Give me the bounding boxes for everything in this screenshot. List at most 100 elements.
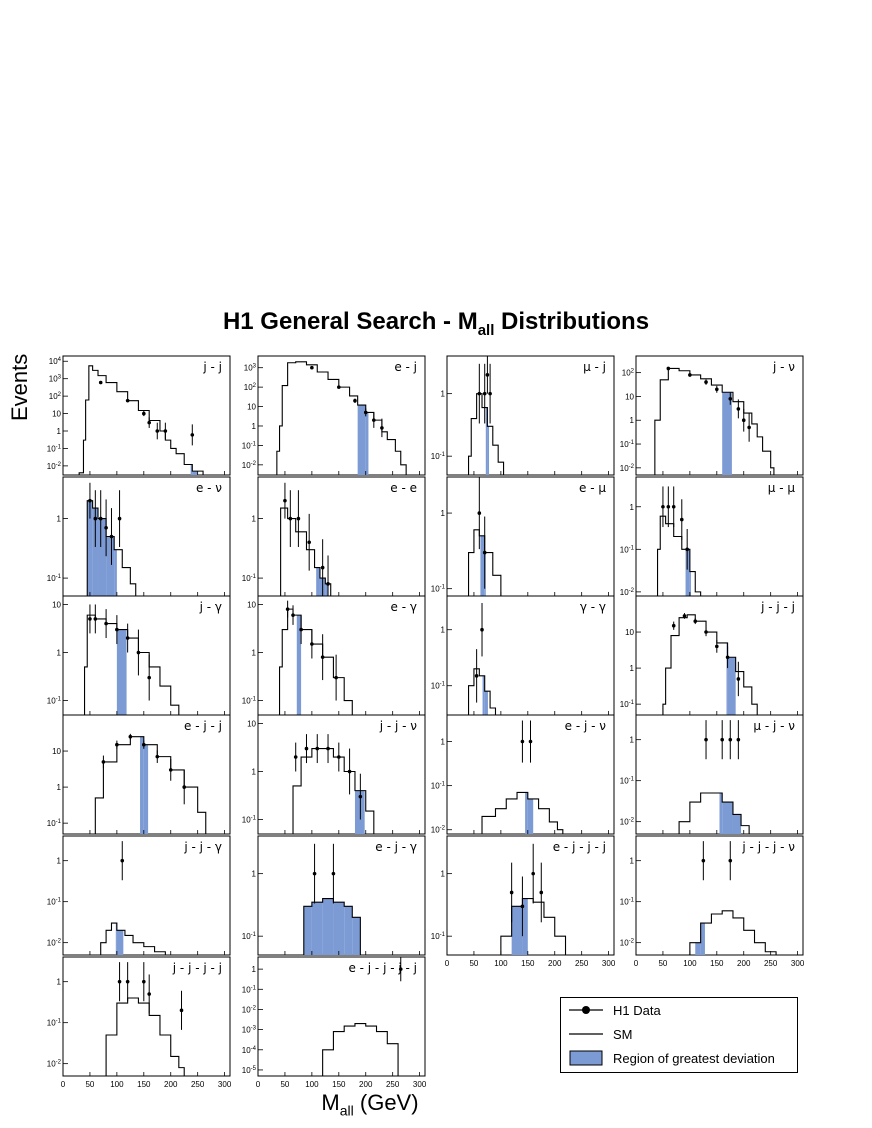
y-tick-label: 103	[49, 375, 62, 384]
data-point	[685, 547, 689, 552]
y-tick-label: 10-1	[242, 441, 257, 450]
region-bin	[726, 642, 728, 715]
region-bin	[140, 736, 144, 834]
data-point	[666, 366, 671, 371]
region-bin	[92, 508, 99, 596]
data-point	[296, 516, 301, 521]
y-tick-label: 1	[57, 427, 62, 436]
channel-label-γ-γ: γ - γ	[580, 600, 606, 614]
y-tick-label: 10-1	[242, 697, 257, 706]
x-tick-label: 50	[85, 1080, 94, 1089]
region-bin	[722, 802, 733, 834]
y-tick-label: 10	[247, 600, 256, 609]
panel-frame	[257, 956, 426, 1077]
sm-line-icon	[569, 1033, 603, 1035]
region-bin	[322, 898, 334, 955]
region-bin	[333, 902, 345, 955]
region-bin	[689, 571, 691, 596]
data-point	[331, 871, 336, 876]
legend-entry-region: Region of greatest deviation	[561, 1048, 797, 1068]
y-tick-label: 1	[252, 767, 257, 776]
data-point	[136, 650, 141, 655]
region-bin	[316, 567, 320, 596]
channel-label-e-j-j-j-j: e - j - j - j - j	[348, 961, 417, 975]
data-point	[285, 607, 290, 611]
data-point	[679, 517, 684, 522]
y-tick-label: 1	[57, 857, 62, 866]
channel-label-e-e: e - e	[390, 481, 417, 495]
data-point	[715, 644, 719, 649]
channel-label-e-ν: e - ν	[196, 481, 222, 495]
data-point	[528, 739, 533, 744]
data-point	[190, 433, 195, 437]
data-point	[147, 420, 151, 425]
panel-frame	[446, 595, 615, 716]
region-bin	[303, 906, 312, 955]
data-point	[520, 904, 525, 909]
channel-label-e-j-j: e - j - j	[184, 719, 222, 733]
channel-label-e-j-j-j: e - j - j - j	[553, 840, 606, 854]
region-bin	[522, 898, 528, 955]
data-point	[101, 760, 106, 764]
data-point	[539, 890, 544, 895]
sm-histogram	[463, 529, 505, 597]
x-tick-label: 0	[61, 1080, 66, 1089]
channel-label-e-j: e - j	[394, 360, 417, 374]
data-point	[88, 498, 92, 503]
region-bin	[325, 583, 329, 596]
data-marker-icon	[569, 1006, 603, 1014]
y-tick-label: 10-2	[431, 826, 446, 835]
region-bin	[695, 942, 701, 955]
x-tick-label: 150	[332, 1080, 346, 1089]
y-tick-label: 10	[625, 628, 634, 637]
sm-histogram	[78, 365, 207, 476]
x-tick-label: 0	[634, 959, 639, 968]
channel-label-e-γ: e - γ	[391, 600, 417, 614]
x-tick-label: 100	[683, 959, 697, 968]
y-tick-label: 10	[247, 719, 256, 728]
y-tick-label: 10-2	[242, 1005, 257, 1014]
region-bin	[727, 657, 736, 715]
y-tick-label: 102	[244, 383, 257, 392]
sm-histogram	[668, 792, 753, 835]
data-point	[485, 373, 490, 377]
panel-frame	[446, 476, 615, 597]
x-tick-label: 200	[359, 1080, 373, 1089]
channel-label-e-j-γ: e - j - γ	[375, 840, 417, 854]
y-tick-label: 10-2	[242, 461, 257, 470]
region-bin	[116, 629, 127, 715]
legend-entry-sm: SM	[561, 1024, 797, 1044]
region-bin	[114, 549, 117, 596]
sm-histogram	[95, 922, 169, 956]
y-tick-label: 102	[49, 392, 62, 401]
data-point	[482, 391, 487, 396]
y-tick-label: 1	[57, 648, 62, 657]
y-tick-label: 1	[57, 515, 62, 524]
data-point	[307, 540, 311, 545]
x-tick-label: 50	[469, 959, 478, 968]
x-tick-label: 150	[710, 959, 724, 968]
panel-frame	[257, 595, 426, 716]
data-point	[704, 737, 708, 742]
data-point	[283, 498, 287, 503]
x-tick-label: 50	[658, 959, 667, 968]
y-tick-label: 10-1	[47, 444, 62, 453]
x-tick-label: 300	[413, 1080, 427, 1089]
legend-entry-data: H1 Data	[561, 1000, 797, 1020]
y-tick-label: 1	[57, 783, 62, 792]
data-point	[747, 425, 751, 430]
region-bin	[482, 675, 485, 715]
data-point	[671, 623, 676, 628]
region-bin	[722, 392, 732, 475]
y-tick-label: 10-2	[47, 939, 62, 948]
y-tick-label: 1	[630, 416, 635, 425]
x-tick-label: 100	[494, 959, 508, 968]
data-point	[326, 582, 330, 586]
x-tick-label: 250	[386, 1080, 400, 1089]
legend-label-region: Region of greatest deviation	[613, 1051, 775, 1066]
legend-label-data: H1 Data	[613, 1003, 661, 1018]
data-point	[720, 737, 724, 742]
data-point	[125, 398, 130, 403]
y-tick-label: 10-1	[47, 574, 62, 583]
